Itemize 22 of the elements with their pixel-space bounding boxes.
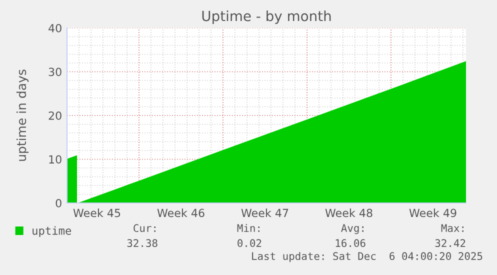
y-tick-label: 0	[56, 198, 62, 208]
y-axis-title: uptime in days	[16, 70, 29, 161]
x-tick-label: Week 47	[241, 208, 288, 218]
text: 32.38	[127, 239, 158, 248]
text: 0.02	[238, 239, 262, 248]
y-tick-label: 30	[48, 68, 62, 76]
text: Last update: Sat Dec 6 04:00:20 2025	[252, 252, 482, 262]
x-tick-label: Week 45	[73, 208, 120, 218]
text: Avg:	[341, 224, 364, 234]
legend-label: uptime	[32, 226, 72, 237]
x-tick-label: Week 48	[325, 208, 372, 218]
chart-title: Uptime - by month	[202, 10, 331, 24]
x-tick-label: Week 46	[157, 208, 204, 218]
text: 32.42	[435, 239, 466, 248]
y-tick-label: 40	[48, 24, 62, 32]
text: Min:	[237, 224, 260, 232]
x-tick-label: Week 49	[409, 208, 456, 218]
text: Max:	[441, 224, 464, 232]
text: 16.06	[336, 239, 366, 248]
y-tick-label: 20	[48, 111, 62, 120]
text: Cur:	[134, 224, 156, 232]
y-tick-label: 10	[49, 155, 62, 164]
